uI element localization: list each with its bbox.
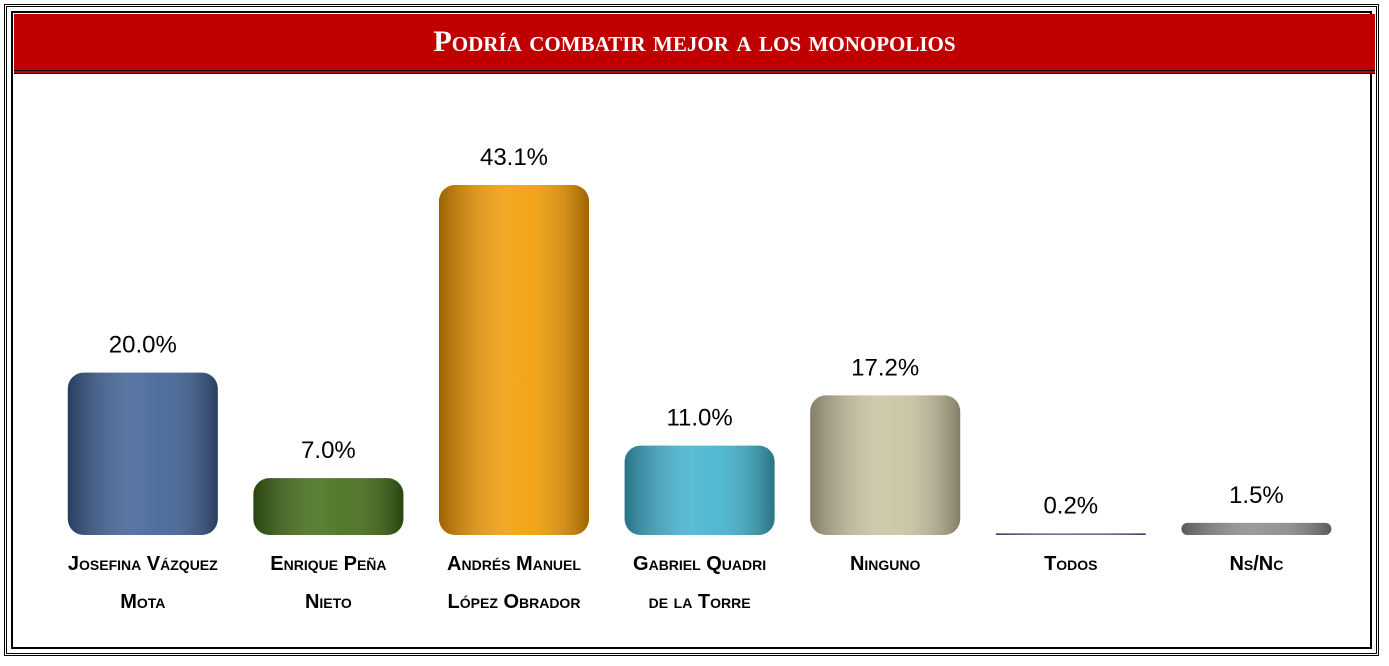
value-label: 7.0% (301, 437, 356, 464)
bar-shade (67, 372, 218, 535)
value-label: 11.0% (666, 405, 732, 432)
x-tick-label: Andrés Manuel López Obrador (447, 553, 581, 613)
chart-title: Podría combatir mejor a los monopolios (14, 14, 1375, 74)
x-tick-label: Todos (1044, 553, 1098, 575)
frame (4, 4, 1379, 656)
bar-shade (439, 185, 589, 535)
bar-shade (995, 533, 1146, 535)
x-tick-label: Enrique Peña Nieto (270, 553, 387, 613)
value-label: 0.2% (1043, 492, 1098, 519)
value-label: 1.5% (1229, 482, 1284, 509)
value-label: 17.2% (851, 354, 919, 381)
x-tick-label: Ns/Nc (1229, 553, 1284, 575)
bar-shade (1181, 522, 1332, 535)
value-label: 43.1% (480, 144, 548, 171)
x-tick-label: Josefina Vázquez Mota (67, 553, 218, 613)
x-tick-label: Ninguno (849, 553, 921, 575)
value-label: 20.0% (109, 332, 177, 359)
x-tick-label: Gabriel Quadri de la Torre (633, 553, 767, 613)
bar-shade (624, 445, 775, 535)
bar-shade (810, 395, 961, 535)
bar-shade (253, 478, 404, 535)
